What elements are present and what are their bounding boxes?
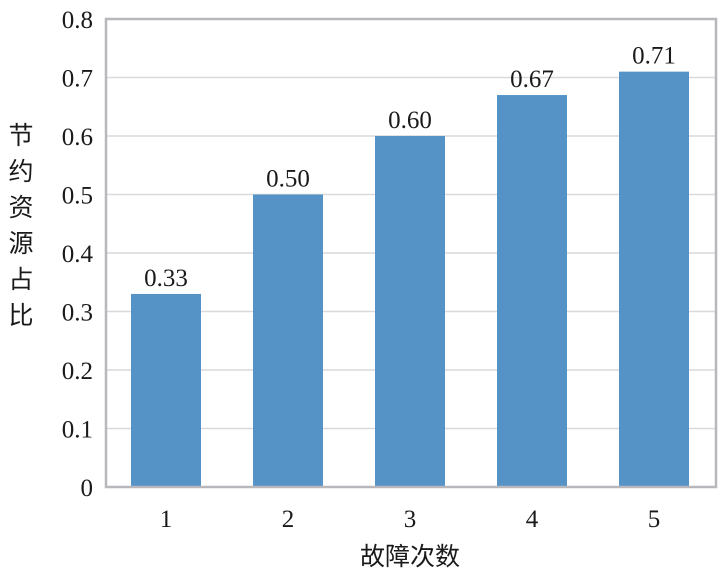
bar [375,136,445,487]
x-tick-label: 1 [160,506,173,533]
y-tick-label: 0.5 [62,183,93,210]
y-tick-label: 0.3 [62,300,93,327]
x-tick-label: 2 [282,506,295,533]
data-label: 0.50 [266,166,310,193]
y-tick-label: 0.7 [62,66,93,93]
y-axis-label: 节约资源占比 [8,121,34,330]
bar [619,71,689,488]
x-tick-label: 5 [648,506,661,533]
plot-frame [104,17,718,489]
data-label: 0.71 [632,43,676,70]
y-tick-label: 0.6 [62,124,93,151]
bar [131,293,201,487]
x-axis-label: 故障次数 [359,542,460,571]
data-label: 0.33 [144,265,188,292]
y-tick-label: 0.1 [62,417,93,444]
data-label: 0.60 [388,107,432,134]
bar [253,194,323,487]
y-tick-label: 0.2 [62,358,93,385]
y-tick-label: 0.4 [62,241,94,268]
y-tick-label: 0 [81,475,94,502]
x-tick-label: 3 [404,506,417,533]
x-tick-label: 4 [526,506,539,533]
data-label: 0.67 [510,66,554,93]
bar [497,95,567,488]
y-tick-label: 0.8 [62,7,93,34]
